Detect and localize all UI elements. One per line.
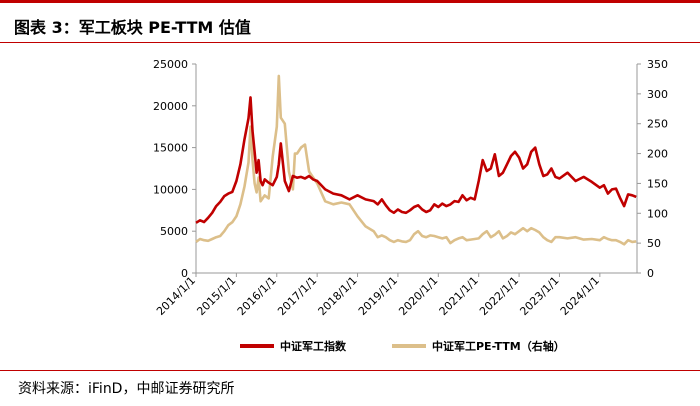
- chart-legend: 中证军工指数 中证军工PE-TTM（右轴）: [0, 338, 700, 356]
- x-tick-label: 2021/1/1: [437, 274, 481, 318]
- legend-swatch-pe: [392, 344, 426, 348]
- y-right-tick-label: 50: [647, 237, 661, 250]
- figure-title: 图表 3：军工板块 PE-TTM 估值: [14, 18, 251, 37]
- legend-label-index: 中证军工指数: [280, 340, 346, 353]
- x-tick-label: 2024/1/1: [558, 274, 602, 318]
- y-right-tick-label: 100: [647, 207, 668, 220]
- title-rule: [0, 42, 700, 43]
- y-right-tick-label: 200: [647, 148, 668, 161]
- y-left-tick-label: 20000: [153, 100, 188, 113]
- x-tick-label: 2019/1/1: [356, 274, 400, 318]
- legend-item-pe: 中证军工PE-TTM（右轴）: [392, 338, 565, 354]
- y-left-tick-label: 10000: [153, 183, 188, 196]
- x-tick-label: 2014/1/1: [154, 274, 198, 318]
- y-right-tick-label: 350: [647, 58, 668, 71]
- series-line-index: [195, 96, 637, 224]
- legend-item-index: 中证军工指数: [240, 338, 346, 354]
- y-left-tick-label: 25000: [153, 58, 188, 71]
- series-line-pe: [195, 74, 637, 246]
- y-left-tick-label: 15000: [153, 142, 188, 155]
- legend-label-pe: 中证军工PE-TTM（右轴）: [432, 340, 565, 353]
- bottom-rule: [0, 370, 700, 371]
- chart: 0 5000 10000 15000 20000 25000 0 50 100 150 200 250…: [153, 58, 668, 318]
- y-right-tick-label: 300: [647, 88, 668, 101]
- x-tick-label: 2020/1/1: [396, 274, 440, 318]
- x-tick-label: 2015/1/1: [194, 274, 238, 318]
- x-tick-label: 2018/1/1: [316, 274, 360, 318]
- y-right-tick-label: 0: [647, 267, 654, 280]
- source-note: 资料来源：iFinD，中邮证券研究所: [18, 381, 235, 397]
- x-tick-label: 2023/1/1: [517, 274, 561, 318]
- y-right-tick-label: 250: [647, 118, 668, 131]
- y-left-tick-label: 0: [181, 267, 188, 280]
- y-left-tick-label: 5000: [160, 225, 188, 238]
- legend-swatch-index: [240, 344, 274, 348]
- x-tick-label: 2017/1/1: [275, 274, 319, 318]
- x-tick-label: 2016/1/1: [235, 274, 279, 318]
- x-tick-label: 2022/1/1: [477, 274, 521, 318]
- y-right-tick-label: 150: [647, 177, 668, 190]
- top-rule: [0, 0, 700, 3]
